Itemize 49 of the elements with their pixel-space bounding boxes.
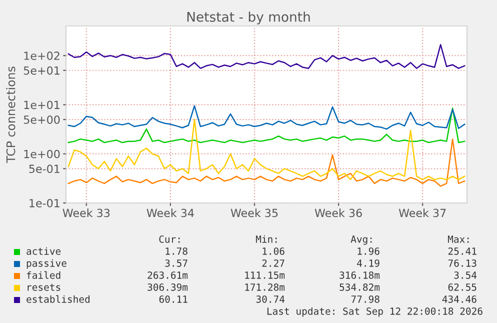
- text: 1.96: [358, 247, 380, 255]
- x-tick-label: Week 36: [314, 208, 362, 218]
- text: 171.28m: [245, 283, 285, 291]
- line-series: [68, 108, 466, 144]
- text: 62.55: [448, 283, 476, 291]
- legend-label: active: [26, 247, 61, 255]
- y-tick-label: 1e+00: [24, 150, 60, 158]
- line-series: [68, 44, 466, 69]
- y-tick-label: 5e+00: [24, 115, 60, 124]
- text: 60.11: [159, 295, 188, 303]
- line-series: [68, 118, 466, 180]
- text: Cur:: [159, 235, 180, 243]
- x-tick-label: Week 37: [398, 208, 446, 218]
- text: 30.74: [256, 295, 285, 303]
- text: 306.39m: [148, 283, 188, 291]
- legend-label: failed: [26, 271, 60, 279]
- y-tick-label: 5e+01: [24, 66, 60, 75]
- x-tick-label: Week 33: [62, 208, 110, 218]
- text: 263.61m: [148, 271, 188, 279]
- text: 111.15m: [245, 272, 285, 279]
- text: 3.57: [165, 259, 188, 267]
- y-tick-label: 1e+01: [24, 100, 60, 110]
- text: Last update: Sat Sep 12 22:00:18 2026: [267, 307, 482, 317]
- text: 4.19: [357, 259, 380, 267]
- text: 534.82m: [340, 283, 380, 291]
- text: 3.54: [454, 271, 477, 279]
- text: 1.78: [166, 247, 188, 255]
- x-tick-label: Week 34: [146, 208, 194, 218]
- text: 434.46: [442, 295, 476, 303]
- text: Avg:: [350, 236, 372, 245]
- y-tick-label: 5e-01: [29, 164, 60, 174]
- y-axis-title: TCP connections: [6, 66, 16, 163]
- text: 77.98: [351, 295, 380, 303]
- text: 25.41: [448, 247, 476, 255]
- text: 316.18m: [340, 271, 380, 279]
- y-tick-label: 1e-01: [30, 198, 60, 208]
- text: 2.27: [262, 259, 284, 267]
- x-tick-label: Week 35: [230, 208, 278, 218]
- chart-title: Netstat - by month: [187, 12, 310, 24]
- line-series: [68, 105, 466, 130]
- y-tick-label: 1e+02: [24, 52, 60, 60]
- text: 1.06: [262, 247, 284, 255]
- legend-label: passive: [26, 259, 66, 269]
- legend-label: resets: [28, 284, 60, 291]
- legend-label: established: [26, 295, 90, 303]
- text: 76.13: [448, 259, 476, 267]
- text: Min:: [256, 235, 277, 243]
- line-series: [68, 138, 466, 187]
- text: Max:: [448, 236, 469, 243]
